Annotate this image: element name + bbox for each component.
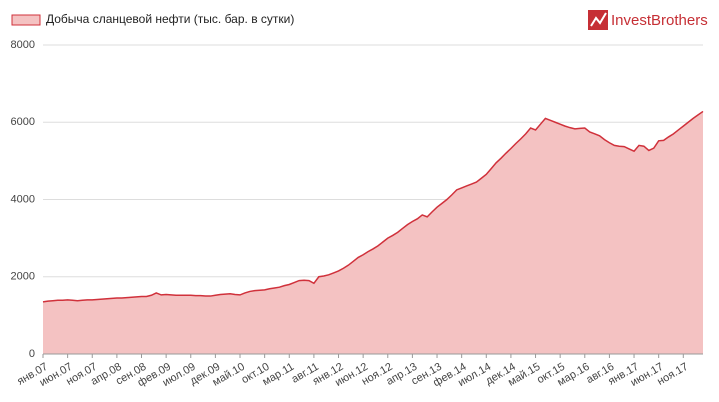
y-tick-label: 0 (29, 348, 35, 360)
legend-swatch (11, 14, 41, 26)
y-tick-label: 2000 (11, 271, 35, 283)
area (43, 111, 703, 354)
y-tick-label: 8000 (11, 39, 35, 51)
line (42, 110, 704, 303)
y-tick-label: 4000 (11, 193, 35, 205)
legend-label: Добыча сланцевой нефти (тыс. бар. в сутк… (46, 12, 294, 26)
logo: InvestBrothers (611, 12, 708, 29)
logo-icon-line (590, 12, 607, 27)
y-tick-label: 6000 (11, 116, 35, 128)
